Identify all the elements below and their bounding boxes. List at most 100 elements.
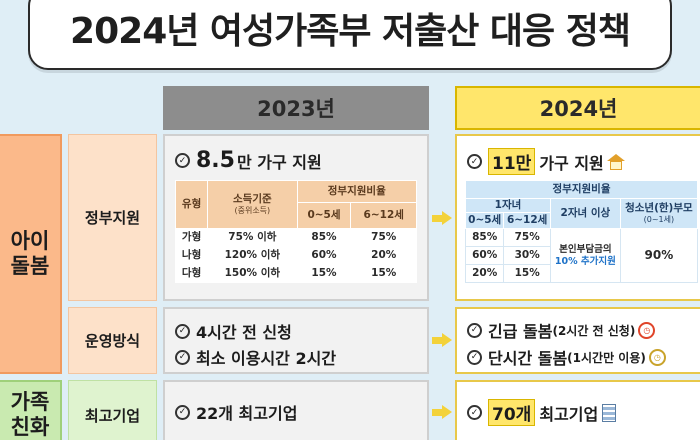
panel-2024-top-company: ✓ 70개 최고기업: [455, 380, 700, 440]
category-child-care: 아이 돌봄: [0, 134, 62, 374]
check-circle-icon: ✓: [467, 349, 482, 365]
cell-age2: 75%: [503, 228, 551, 248]
check-circle-icon: ✓: [467, 405, 482, 420]
col-teen-note: (0~1세): [643, 215, 675, 225]
table-row: 85% 75% 본인부담금의 10% 추가지원 90%: [464, 228, 699, 284]
col-age1-2024: 0~5세: [464, 212, 505, 230]
col-teen-label: 청소년(한)부모: [625, 202, 693, 214]
cell-age1: 15%: [296, 264, 352, 283]
cell-second-child-note: 본인부담금의 10% 추가지원: [549, 228, 621, 284]
cell-age1: 60%: [296, 246, 352, 265]
table-2024: 정부지원비율 1자녀 2자녀 이상 청소년(한)부모 (0~1세) 0~5세 6…: [464, 180, 699, 284]
op-2023-item-2: ✓ 최소 이용시간 2시간: [175, 345, 336, 369]
table-2024-wrap: 정부지원비율 1자녀 2자녀 이상 청소년(한)부모 (0~1세) 0~5세 6…: [464, 180, 699, 284]
op-2024-item-2-bold: 단시간 돌봄: [488, 349, 568, 368]
table-2023-wrap: 유형 소득기준 (중위소득) 정부지원비율 0~5세 6~12세 가형 75% …: [174, 180, 417, 283]
cell-income: 75% 이하: [207, 228, 298, 247]
alarm-clock-icon: ◷: [638, 321, 656, 339]
check-circle-icon: ✓: [175, 404, 190, 420]
second-note-2: 10% 추가지원: [554, 255, 616, 267]
headline-2023-gov: ✓ 8.5 만 가구 지원: [175, 148, 322, 173]
panel-2023-operation: ✓ 4시간 전 신청 ✓ 최소 이용시간 2시간: [163, 307, 429, 374]
cell-age2: 30%: [503, 246, 551, 266]
clock-icon: ◷: [648, 348, 666, 366]
panel-2024-operation: ✓ 긴급 돌봄 (2시간 전 신청) ◷ ✓ 단시간 돌봄 (1시간만 이용) …: [455, 307, 700, 374]
op-2024-item-1-rest: (2시간 전 신청): [552, 323, 636, 338]
headline-2024-num: 11만: [488, 148, 536, 175]
col-teen-parent: 청소년(한)부모 (0~1세): [619, 197, 699, 230]
check-circle-icon: ✓: [175, 153, 190, 168]
op-2024-item-2-rest: (1시간만 이용): [567, 350, 646, 365]
col-age1: 0~5세: [296, 202, 352, 229]
headline-2023-num: 8.5: [196, 148, 235, 173]
building-icon: [602, 403, 617, 422]
year-header-2023: 2023년: [163, 86, 429, 130]
cell-type: 가형: [174, 228, 209, 247]
panel-2023-top-company: ✓ 22개 최고기업: [163, 380, 429, 440]
table-row: 나형 120% 이하 60% 20%: [174, 246, 417, 265]
table-row: 가형 75% 이하 85% 75%: [174, 228, 417, 247]
cell-age1: 60%: [464, 246, 505, 266]
panel-2024-gov-support: ✓ 11만 가구 지원 정부지원비율 1자녀 2자녀 이상 청소년(한)부모 (…: [455, 134, 700, 301]
cell-income: 120% 이하: [207, 246, 298, 265]
col-second-child: 2자녀 이상: [549, 197, 621, 230]
category-family-friendly-label: 가족 친화: [10, 390, 50, 440]
cell-age1: 20%: [464, 264, 505, 284]
col-type: 유형: [174, 180, 209, 229]
cell-type: 다형: [174, 264, 209, 283]
table-2023: 유형 소득기준 (중위소득) 정부지원비율 0~5세 6~12세 가형 75% …: [174, 180, 417, 283]
top-2024-rest: 최고기업: [539, 404, 599, 424]
cell-age2: 20%: [350, 246, 417, 265]
house-icon: [606, 153, 625, 170]
op-2023-item-1-text: 4시간 전 신청: [196, 323, 292, 342]
table-row: 다형 150% 이하 15% 15%: [174, 264, 417, 283]
cell-age1: 85%: [296, 228, 352, 247]
col-income-label: 소득기준: [233, 192, 272, 205]
headline-2024-rest: 가구 지원: [539, 153, 604, 173]
title-banner: 2024년 여성가족부 저출산 대응 정책: [28, 0, 672, 70]
panel-2023-gov-support: ✓ 8.5 만 가구 지원 유형 소득기준 (중위소득) 정부지원비율 0~5세…: [163, 134, 429, 301]
check-circle-icon: ✓: [175, 323, 190, 339]
cell-age1: 85%: [464, 228, 505, 248]
year-header-2024: 2024년: [455, 86, 700, 130]
col-income-note: (중위소득): [234, 206, 271, 216]
check-circle-icon: ✓: [175, 349, 190, 365]
arrow-right-icon: [432, 405, 452, 419]
op-2023-item-1: ✓ 4시간 전 신청: [175, 319, 292, 343]
headline-2023-rest: 만 가구 지원: [236, 152, 322, 172]
op-2024-item-1: ✓ 긴급 돌봄 (2시간 전 신청) ◷: [467, 318, 656, 342]
col-age2-2024: 6~12세: [503, 212, 551, 230]
col-age2: 6~12세: [350, 202, 417, 229]
arrow-right-icon: [432, 211, 452, 225]
table-row: 20% 15%: [464, 264, 698, 284]
cell-income: 150% 이하: [207, 264, 298, 283]
second-note-1: 본인부담금의: [559, 243, 612, 255]
headline-2024-gov: ✓ 11만 가구 지원: [467, 148, 625, 175]
top-2024-item: ✓ 70개 최고기업: [467, 399, 617, 426]
col-first-child: 1자녀: [465, 197, 551, 214]
category-family-friendly: 가족 친화: [0, 380, 62, 440]
op-2024-item-2: ✓ 단시간 돌봄 (1시간만 이용) ◷: [467, 345, 666, 369]
check-circle-icon: ✓: [467, 322, 482, 338]
subcategory-top-company: 최고기업: [68, 380, 157, 440]
cell-age2: 75%: [350, 228, 417, 247]
check-circle-icon: ✓: [467, 154, 482, 169]
subcategory-gov-support: 정부지원: [68, 134, 157, 301]
subcategory-operation: 운영방식: [68, 307, 157, 374]
op-2024-item-1-bold: 긴급 돌봄: [488, 322, 553, 341]
cell-teen-value: 90%: [619, 228, 699, 284]
top-2023-text: 22개 최고기업: [196, 404, 298, 423]
table-row: 60% 30%: [464, 246, 698, 266]
page-title: 2024년 여성가족부 저출산 대응 정책: [70, 11, 631, 52]
top-2024-num: 70개: [488, 399, 536, 426]
arrow-right-icon: [432, 333, 452, 347]
col-ratio-2024: 정부지원비율: [465, 180, 698, 199]
category-child-care-label: 아이 돌봄: [10, 228, 50, 278]
op-2023-item-2-text: 최소 이용시간 2시간: [196, 349, 337, 368]
cell-age2: 15%: [503, 264, 551, 284]
col-ratio: 정부지원비율: [296, 180, 417, 203]
col-income: 소득기준 (중위소득): [207, 180, 298, 229]
top-2023-item: ✓ 22개 최고기업: [175, 400, 297, 424]
cell-age2: 15%: [350, 264, 417, 283]
cell-type: 나형: [174, 246, 209, 265]
